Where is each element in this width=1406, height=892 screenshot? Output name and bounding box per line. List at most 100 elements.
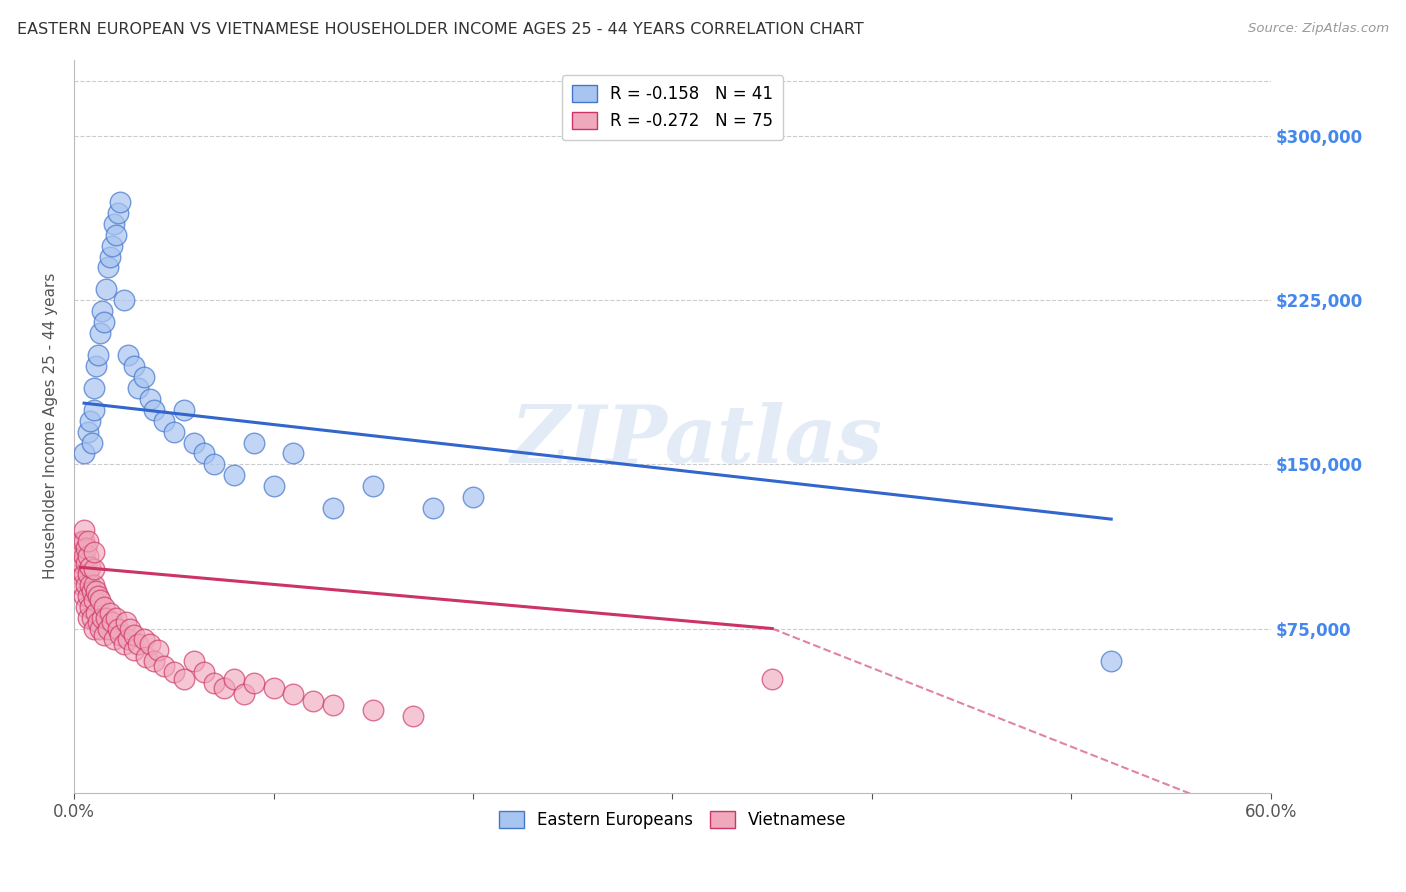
Point <box>91 304 114 318</box>
Point <box>70 556 93 570</box>
Point <box>193 665 215 680</box>
Point <box>83 381 105 395</box>
Point <box>183 435 205 450</box>
Point <box>75 556 97 570</box>
Point <box>77 566 100 581</box>
Point <box>97 622 120 636</box>
Point <box>73 523 96 537</box>
Point <box>222 672 245 686</box>
Point <box>98 250 121 264</box>
Point <box>122 628 145 642</box>
Point <box>75 599 97 614</box>
Point <box>232 687 254 701</box>
Point <box>402 709 425 723</box>
Y-axis label: Householder Income Ages 25 - 44 years: Householder Income Ages 25 - 44 years <box>44 273 58 579</box>
Point <box>91 610 114 624</box>
Point <box>104 610 127 624</box>
Point <box>142 402 165 417</box>
Point <box>132 370 155 384</box>
Point <box>87 348 110 362</box>
Point <box>75 541 97 555</box>
Point <box>103 632 125 647</box>
Point <box>77 589 100 603</box>
Point <box>302 694 325 708</box>
Point <box>117 632 139 647</box>
Point <box>84 584 107 599</box>
Point <box>127 381 149 395</box>
Point <box>153 414 176 428</box>
Point <box>212 681 235 695</box>
Point <box>163 665 186 680</box>
Point <box>83 622 105 636</box>
Point <box>183 654 205 668</box>
Point <box>77 610 100 624</box>
Point <box>263 479 285 493</box>
Point <box>422 501 444 516</box>
Point <box>79 414 101 428</box>
Point <box>283 446 305 460</box>
Point <box>101 238 124 252</box>
Point <box>79 599 101 614</box>
Point <box>73 534 96 549</box>
Point <box>84 359 107 373</box>
Point <box>80 435 103 450</box>
Point <box>122 359 145 373</box>
Point <box>222 468 245 483</box>
Point <box>103 217 125 231</box>
Point <box>173 672 195 686</box>
Point <box>69 545 91 559</box>
Point <box>142 654 165 668</box>
Point <box>77 534 100 549</box>
Point <box>83 562 105 576</box>
Point <box>139 392 162 406</box>
Text: EASTERN EUROPEAN VS VIETNAMESE HOUSEHOLDER INCOME AGES 25 - 44 YEARS CORRELATION: EASTERN EUROPEAN VS VIETNAMESE HOUSEHOLD… <box>17 22 863 37</box>
Point <box>202 676 225 690</box>
Point <box>108 194 131 209</box>
Point <box>117 348 139 362</box>
Point <box>107 206 129 220</box>
Point <box>115 615 138 629</box>
Point <box>89 326 111 340</box>
Point <box>135 650 157 665</box>
Point <box>193 446 215 460</box>
Point <box>1099 654 1122 668</box>
Point <box>112 637 135 651</box>
Point <box>70 578 93 592</box>
Point <box>127 637 149 651</box>
Point <box>73 566 96 581</box>
Point <box>202 458 225 472</box>
Point <box>83 578 105 592</box>
Point <box>84 606 107 620</box>
Point <box>242 435 264 450</box>
Text: Source: ZipAtlas.com: Source: ZipAtlas.com <box>1249 22 1389 36</box>
Point <box>173 402 195 417</box>
Point <box>69 566 91 581</box>
Point <box>93 315 115 329</box>
Point <box>263 681 285 695</box>
Point <box>79 578 101 592</box>
Point <box>242 676 264 690</box>
Point <box>101 615 124 629</box>
Point <box>75 578 97 592</box>
Point <box>79 560 101 574</box>
Point <box>283 687 305 701</box>
Point <box>93 599 115 614</box>
Point <box>89 622 111 636</box>
Point <box>112 293 135 308</box>
Point <box>83 545 105 559</box>
Point <box>73 589 96 603</box>
Point <box>80 584 103 599</box>
Point <box>122 643 145 657</box>
Point <box>83 402 105 417</box>
Point <box>107 622 129 636</box>
Point <box>93 628 115 642</box>
Point <box>108 628 131 642</box>
Point <box>87 615 110 629</box>
Point <box>98 606 121 620</box>
Point <box>73 549 96 564</box>
Point <box>87 589 110 603</box>
Point <box>104 227 127 242</box>
Point <box>163 425 186 439</box>
Point <box>73 446 96 460</box>
Point <box>761 672 783 686</box>
